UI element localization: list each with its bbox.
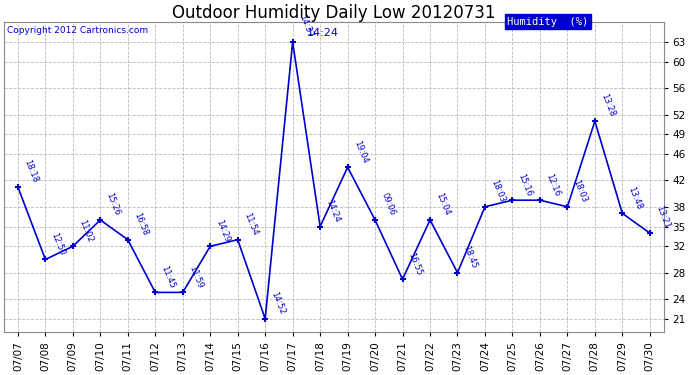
Text: Copyright 2012 Cartronics.com: Copyright 2012 Cartronics.com: [7, 26, 148, 35]
Text: 11:54: 11:54: [242, 211, 259, 237]
Title: Outdoor Humidity Daily Low 20120731: Outdoor Humidity Daily Low 20120731: [172, 4, 495, 22]
Text: 14:24: 14:24: [324, 198, 342, 224]
Text: 14:37: 14:37: [297, 14, 314, 39]
Text: 15:16: 15:16: [517, 172, 534, 197]
Text: 18:03: 18:03: [489, 178, 506, 204]
Text: 15:26: 15:26: [104, 192, 121, 217]
Text: 15:04: 15:04: [434, 192, 451, 217]
Text: 11:02: 11:02: [77, 218, 95, 243]
Text: 16:55: 16:55: [406, 251, 424, 276]
Text: 11:45: 11:45: [159, 264, 177, 290]
Text: 14:24: 14:24: [306, 27, 338, 38]
Text: 13:21: 13:21: [654, 205, 671, 230]
Text: 11:59: 11:59: [187, 264, 204, 290]
Text: Humidity  (%): Humidity (%): [507, 17, 589, 27]
Text: 19:04: 19:04: [352, 139, 369, 165]
Text: 18:45: 18:45: [462, 244, 479, 270]
Text: 12:50: 12:50: [50, 231, 67, 257]
Text: 14:52: 14:52: [269, 291, 286, 316]
Text: 12:16: 12:16: [544, 172, 562, 197]
Text: 09:06: 09:06: [380, 192, 397, 217]
Text: 18:03: 18:03: [571, 178, 589, 204]
Text: 14:29: 14:29: [215, 218, 232, 243]
Text: 16:58: 16:58: [132, 211, 149, 237]
Text: 13:28: 13:28: [599, 93, 616, 118]
Text: 18:18: 18:18: [22, 159, 39, 184]
Text: 13:48: 13:48: [627, 185, 644, 211]
